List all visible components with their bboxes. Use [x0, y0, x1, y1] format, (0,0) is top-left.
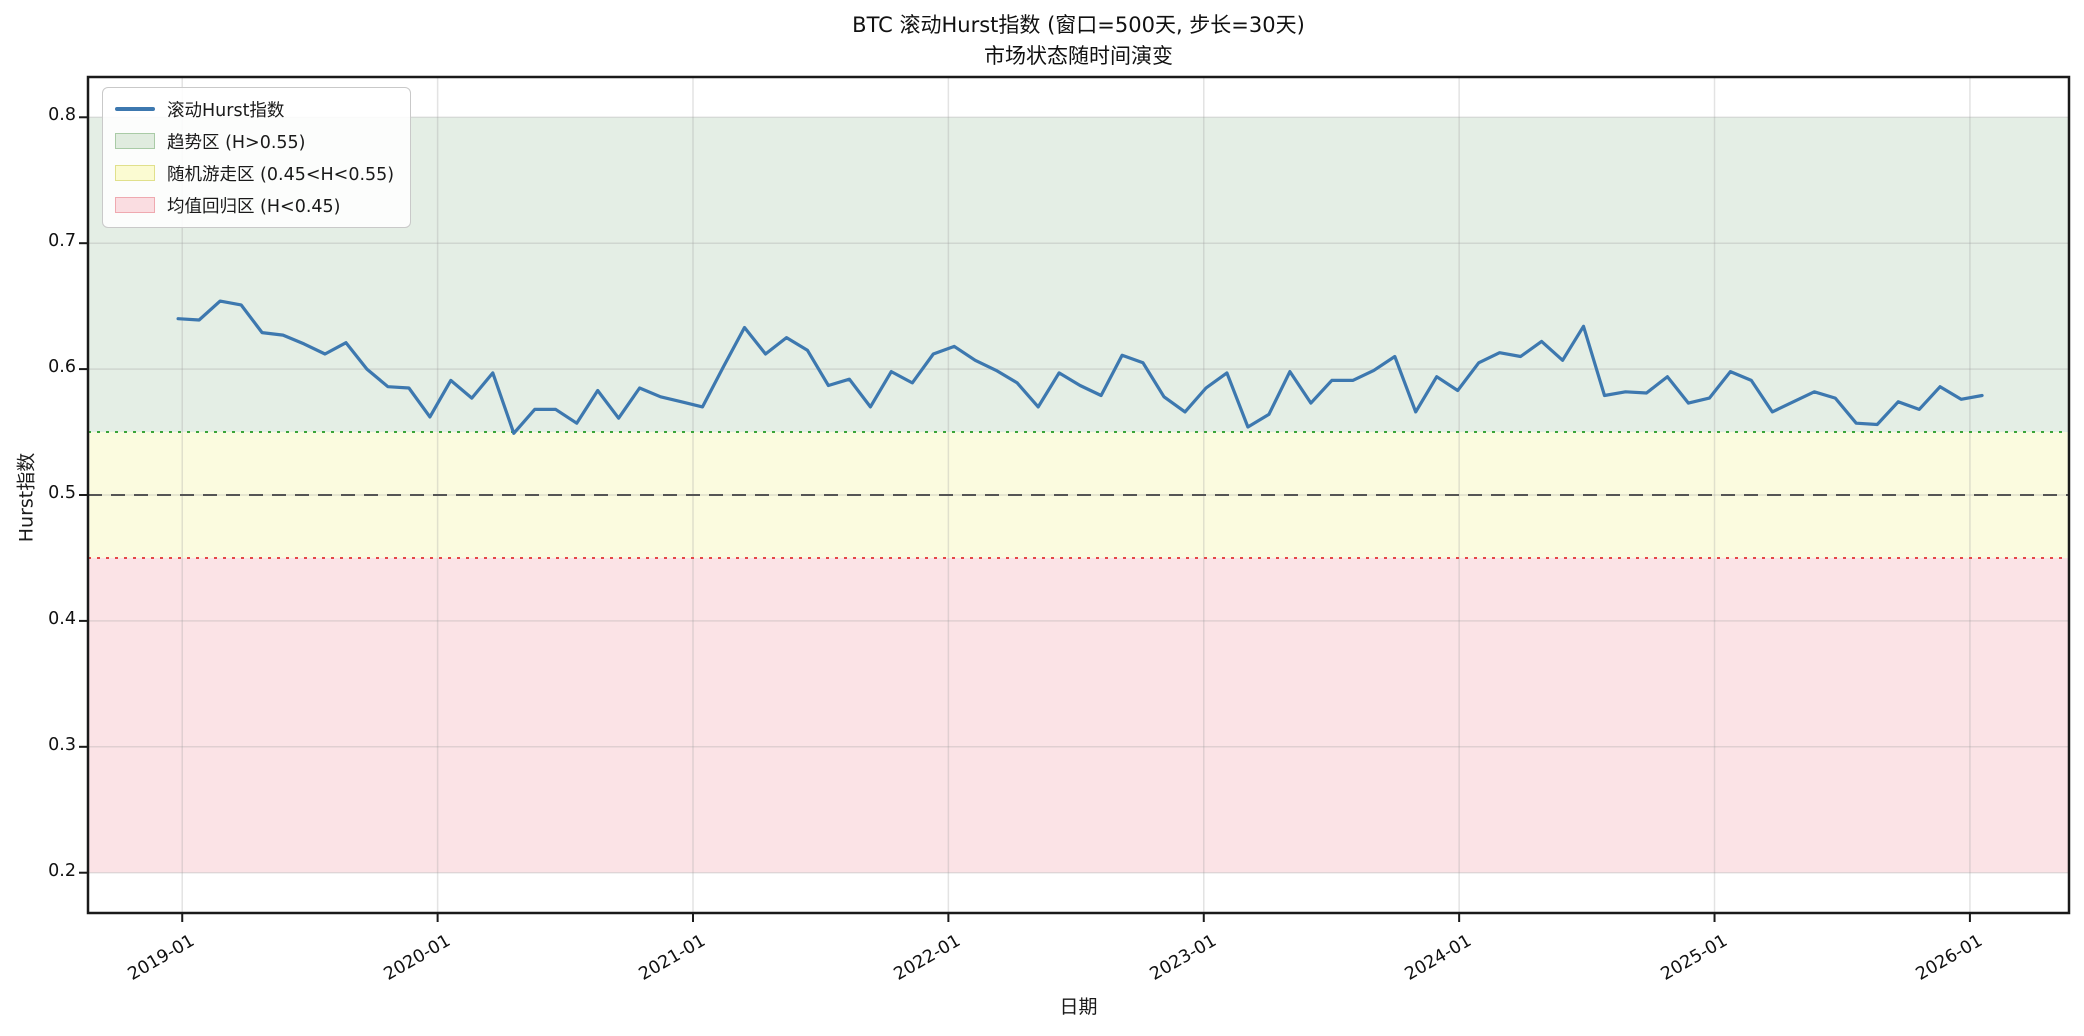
legend-label: 趋势区 (H>0.55) — [167, 132, 306, 153]
legend-item: 均值回归区 (H<0.45) — [115, 193, 394, 217]
legend-patch-swatch — [115, 165, 155, 181]
y-tick-label: 0.7 — [48, 231, 76, 252]
legend-line-swatch — [115, 107, 155, 111]
y-tick-label: 0.8 — [48, 105, 76, 126]
legend-patch-swatch — [115, 133, 155, 149]
legend-label: 随机游走区 (0.45<H<0.55) — [167, 164, 395, 185]
band-trend-zone — [88, 117, 2069, 433]
legend-patch-swatch — [115, 197, 155, 213]
hurst-line-series — [176, 299, 1984, 435]
chart-title: BTC 滚动Hurst指数 (窗口=500天, 步长=30天) — [852, 13, 1305, 37]
legend-item: 趋势区 (H>0.55) — [115, 129, 394, 153]
legend-item: 滚动Hurst指数 — [115, 97, 394, 121]
y-tick-label: 0.5 — [48, 483, 76, 503]
y-tick-label: 0.4 — [48, 608, 76, 629]
band-mean-reversion-zone — [88, 557, 2069, 873]
legend-label: 滚动Hurst指数 — [167, 100, 285, 121]
x-axis-label: 日期 — [1059, 996, 1098, 1018]
y-tick-label: 0.3 — [48, 734, 76, 755]
legend-label: 均值回归区 (H<0.45) — [167, 196, 341, 217]
chart-title-block: BTC 滚动Hurst指数 (窗口=500天, 步长=30天) 市场状态随时间演… — [88, 10, 2069, 72]
legend-item: 随机游走区 (0.45<H<0.55) — [115, 161, 394, 185]
chart-subtitle: 市场状态随时间演变 — [984, 44, 1173, 68]
y-tick-label: 0.2 — [48, 860, 76, 881]
y-tick-label: 0.6 — [48, 357, 76, 378]
legend: 滚动Hurst指数 趋势区 (H>0.55) 随机游走区 (0.45<H<0.55)… — [102, 87, 412, 228]
